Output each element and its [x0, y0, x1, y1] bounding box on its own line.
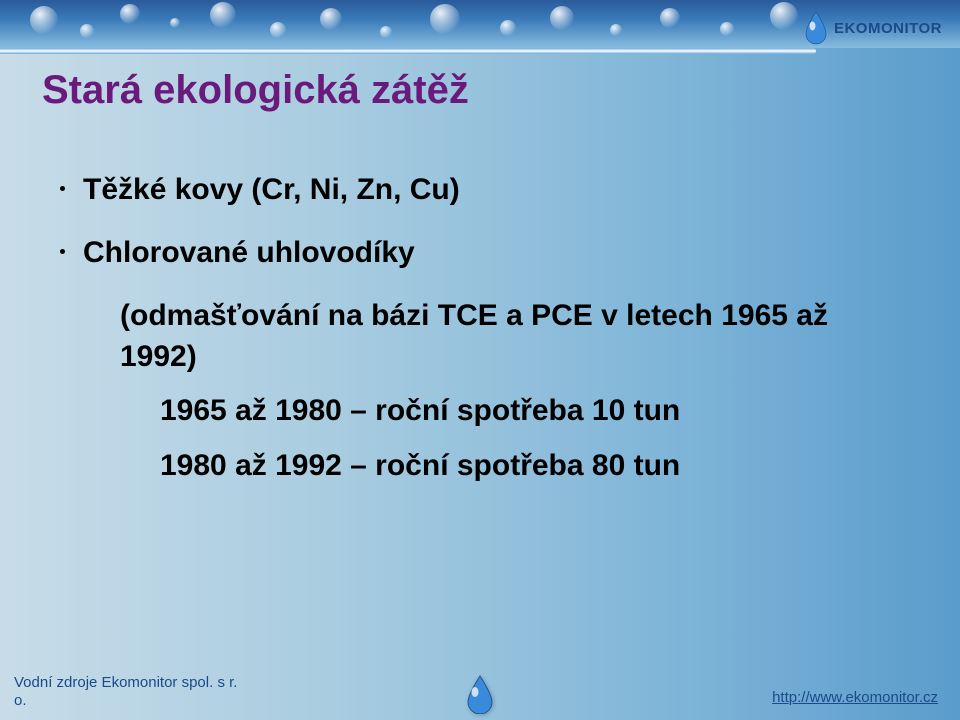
divider-line	[0, 48, 816, 54]
footer-left-line1: Vodní zdroje Ekomonitor spol. s r.	[14, 674, 237, 691]
slide: EKOMONITOR Stará ekologická zátěž Těžké …	[0, 0, 960, 720]
bubble-icon	[550, 6, 574, 30]
footer-left-line2: o.	[14, 692, 27, 709]
bubble-icon	[660, 8, 680, 28]
logo-text: EKOMONITOR	[834, 20, 942, 37]
sub-bullet-level1: (odmašťování na bázi TCE a PCE v letech …	[120, 296, 900, 377]
sub-bullet-level2: 1980 až 1992 – roční spotřeba 80 tun	[160, 446, 900, 487]
sub-bullet-level2: 1965 až 1980 – roční spotřeba 10 tun	[160, 391, 900, 432]
logo: EKOMONITOR	[802, 10, 942, 46]
bubble-icon	[770, 2, 798, 30]
bullet-item: Chlorované uhlovodíky	[60, 233, 900, 272]
bullet-text: Chlorované uhlovodíky	[83, 233, 415, 272]
bubble-icon	[610, 24, 622, 36]
bubble-icon	[80, 24, 94, 38]
bubble-icon	[120, 4, 140, 24]
slide-title: Stará ekologická zátěž	[42, 68, 469, 113]
bubble-icon	[430, 4, 460, 34]
slide-content: Těžké kovy (Cr, Ni, Zn, Cu) Chlorované u…	[60, 170, 900, 496]
water-drop-icon	[459, 672, 501, 714]
bubble-icon	[500, 20, 516, 36]
bubble-icon	[270, 22, 286, 38]
bullet-item: Těžké kovy (Cr, Ni, Zn, Cu)	[60, 170, 900, 209]
footer-left: Vodní zdroje Ekomonitor spol. s r. o.	[14, 674, 237, 710]
bubble-icon	[380, 26, 392, 38]
bubble-icon	[170, 18, 180, 28]
bullet-text: Těžké kovy (Cr, Ni, Zn, Cu)	[83, 170, 460, 209]
water-drop-icon	[802, 10, 830, 46]
bubble-icon	[30, 6, 58, 34]
bubble-icon	[720, 22, 734, 36]
bubble-icon	[210, 2, 236, 28]
bullet-dot-icon	[60, 249, 65, 254]
bullet-dot-icon	[60, 186, 65, 191]
bubble-icon	[320, 8, 342, 30]
footer-url: http://www.ekomonitor.cz	[772, 689, 938, 706]
